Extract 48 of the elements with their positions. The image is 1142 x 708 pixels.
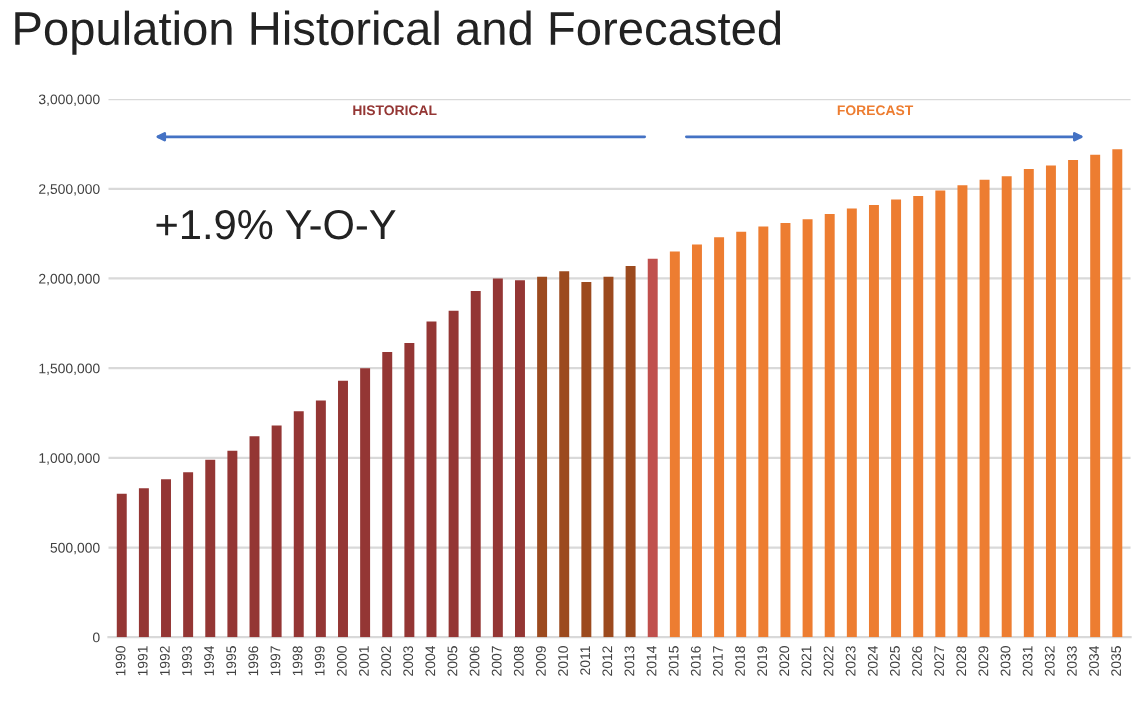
bar [647, 258, 658, 638]
bar [691, 244, 702, 638]
bar [116, 493, 127, 638]
bar [1023, 169, 1034, 638]
bar [868, 204, 879, 638]
bar [515, 280, 525, 638]
bar [625, 265, 636, 638]
bar [581, 282, 592, 638]
bar [669, 251, 680, 638]
bar [183, 472, 194, 638]
bar [1068, 160, 1079, 638]
bar [846, 208, 857, 638]
bar [714, 237, 725, 638]
bar [382, 352, 393, 638]
bar [1112, 149, 1123, 638]
bar [537, 276, 548, 638]
bar [979, 179, 990, 638]
bar [470, 291, 481, 638]
bar [271, 425, 282, 638]
bar [360, 368, 371, 638]
bar [492, 278, 503, 638]
bar [1090, 154, 1101, 638]
bar [205, 459, 216, 638]
bar [891, 199, 902, 638]
bar [338, 380, 348, 638]
bar [559, 271, 570, 638]
chart-title: Population Historical and Forecasted [15, 10, 781, 55]
bar [249, 436, 260, 638]
bar [227, 450, 238, 638]
bar [824, 213, 835, 638]
bar [404, 343, 415, 638]
bar [802, 219, 813, 638]
bar [780, 222, 791, 638]
bar [935, 190, 946, 638]
bar [293, 411, 304, 638]
bar [315, 400, 326, 638]
bar [426, 321, 437, 638]
bar [448, 310, 459, 638]
bar [957, 185, 968, 638]
bar [1001, 176, 1012, 638]
bar [913, 195, 924, 638]
bar [161, 479, 171, 638]
bar [138, 488, 149, 638]
bar [736, 231, 747, 638]
bar [1045, 165, 1056, 638]
annotation: +1.9% Y-O-Y [156, 209, 396, 240]
bar [758, 226, 769, 638]
bar [603, 276, 614, 638]
